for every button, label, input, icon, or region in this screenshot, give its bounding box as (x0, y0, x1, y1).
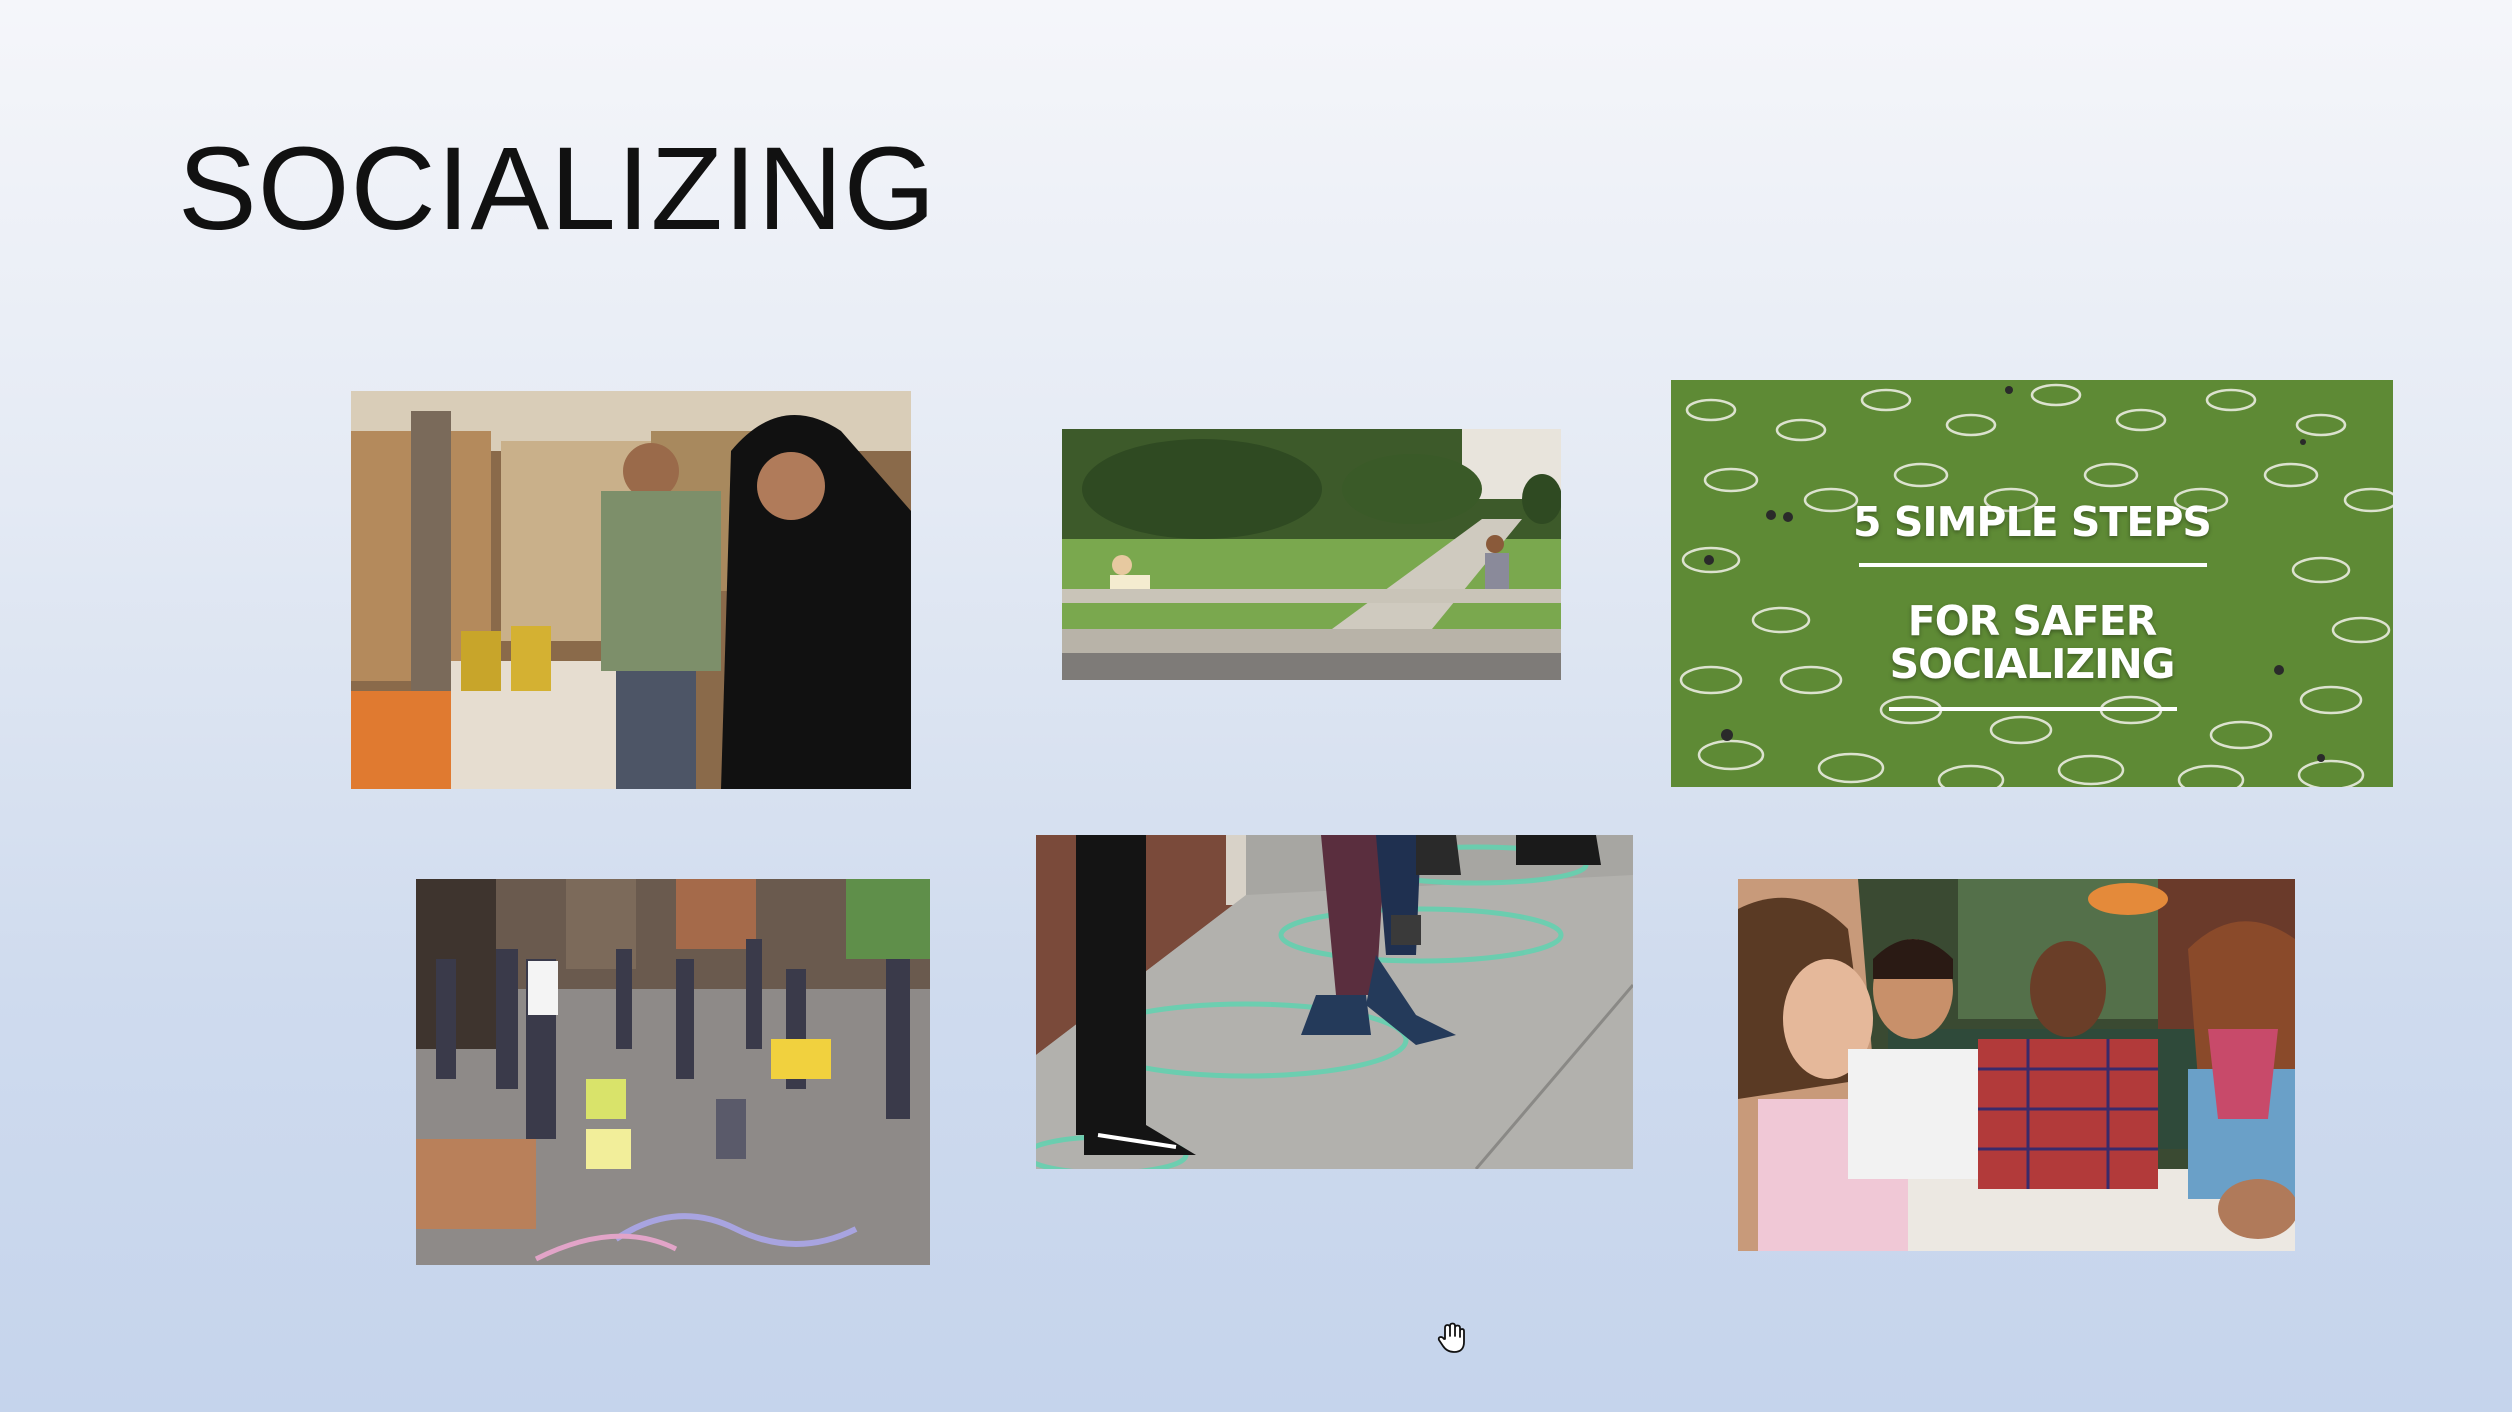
sidewalk-circles-photo (1036, 835, 1633, 1169)
park-divider-bottom (1889, 707, 2177, 711)
park-subline: FOR SAFER SOCIALIZING (1671, 600, 2393, 686)
park-circles-photo: 5 SIMPLE STEPS FOR SAFER SOCIALIZING (1671, 380, 2393, 787)
slide-title: SOCIALIZING (178, 123, 937, 255)
market-photo (351, 391, 911, 789)
park-divider-top (1859, 563, 2207, 567)
street-chalk-photo (416, 879, 930, 1265)
park-headline: 5 SIMPLE STEPS (1853, 498, 2212, 546)
park-subline-1: FOR SAFER (1907, 597, 2158, 645)
lawn-photo (1062, 429, 1561, 680)
friends-photo (1738, 879, 2295, 1251)
hand-cursor-icon (1436, 1322, 1466, 1354)
park-subline-2: SOCIALIZING (1889, 640, 2176, 688)
